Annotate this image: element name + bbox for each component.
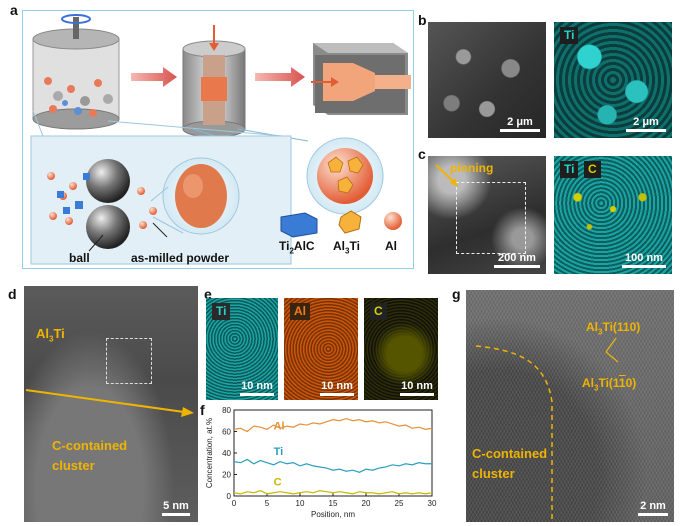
panel-label-f: f <box>200 402 205 418</box>
x-tick-label: 10 <box>296 499 305 508</box>
eds-map-e-c: C 10 nm <box>364 298 438 400</box>
eds-tag-c-e: C <box>370 303 387 320</box>
cluster-label-d-1: C-contained <box>52 438 128 453</box>
al3ti-phase-label: Al3Ti <box>36 326 65 344</box>
y-axis-label: Concentration, at.% <box>205 418 214 488</box>
x-tick-label: 5 <box>265 499 270 508</box>
milling-detail-box <box>30 135 292 265</box>
series-label-ti: Ti <box>274 446 284 458</box>
cluster-label-d-2: cluster <box>52 458 95 473</box>
plane-label-110: Al3Ti(110) <box>586 320 641 337</box>
x-tick-label: 20 <box>362 499 371 508</box>
sem-image-c: pinning 200 nm <box>428 156 546 274</box>
x-tick-label: 30 <box>428 499 437 508</box>
pinning-arrow <box>435 164 458 187</box>
scale-bar-b-left: 2 μm <box>500 116 540 132</box>
panel-label-g: g <box>452 286 461 302</box>
concentration-profile-chart: 0 5 10 15 20 25 30 0 20 40 60 80 Position, nm Concent… <box>205 406 437 519</box>
panel-label-a: a <box>10 2 18 18</box>
scale-bar-e-1: 10 nm <box>240 380 274 396</box>
hrtem-image-d: Al3Ti C-contained cluster 5 nm <box>24 286 198 522</box>
legend-al3ti: Al3Ti <box>333 239 360 256</box>
profile-direction-arrow <box>25 389 194 417</box>
ball-mill-jar <box>32 14 120 130</box>
schematic-illustration <box>30 14 411 265</box>
series-line-c <box>233 489 433 495</box>
extrusion-die <box>311 43 411 115</box>
legend-icons <box>280 210 402 238</box>
y-tick-label: 20 <box>222 471 231 480</box>
scale-bar-e-3: 10 nm <box>400 380 434 396</box>
x-axis-label: Position, nm <box>311 510 355 519</box>
ball-label: ball <box>69 251 90 265</box>
hrtem-image-g: Al3Ti(110) Al3Ti(110) C-contained cluste… <box>466 290 674 522</box>
eds-tag-ti-b: Ti <box>560 27 579 44</box>
scale-bar-g: 2 nm <box>638 500 668 516</box>
pinning-label: pinning <box>450 161 494 175</box>
cluster-label-g-2: cluster <box>472 466 515 481</box>
plane-label-1bar10: Al3Ti(110) <box>582 376 637 393</box>
scale-bar-d: 5 nm <box>162 500 190 516</box>
cluster-label-g-1: C-contained <box>472 446 548 461</box>
eds-tag-al-e: Al <box>290 303 310 320</box>
eds-tag-ti-c: Ti <box>560 161 579 178</box>
scale-bar-c-left: 200 nm <box>494 252 540 268</box>
y-tick-label: 0 <box>227 492 232 501</box>
scale-bar-e-2: 10 nm <box>320 380 354 396</box>
series-label-c: C <box>274 476 282 488</box>
eds-map-c-ti-c: Ti C 100 nm <box>554 156 672 274</box>
scale-bar-c-right: 100 nm <box>622 252 666 268</box>
eds-tag-c-c: C <box>584 161 601 178</box>
x-tick-label: 25 <box>395 499 404 508</box>
as-milled-powder-label: as-milled powder <box>131 251 230 265</box>
press-device <box>182 25 246 138</box>
panel-label-d: d <box>8 286 17 302</box>
panel-label-c: c <box>418 146 426 162</box>
x-tick-label: 0 <box>232 499 237 508</box>
sem-image-b: 2 μm <box>428 22 546 138</box>
series-line-al <box>233 417 433 433</box>
plot-area <box>233 409 433 497</box>
legend-al: Al <box>385 239 397 253</box>
scale-bar-b-right: 2 μm <box>626 116 666 132</box>
series-line-ti <box>233 458 432 473</box>
y-tick-label: 40 <box>222 449 231 458</box>
eds-map-e-al: Al 10 nm <box>284 298 358 400</box>
y-tick-label: 80 <box>222 406 231 415</box>
eds-map-b-ti: Ti 2 μm <box>554 22 672 138</box>
zoom-region-box <box>456 182 526 254</box>
x-tick-label: 15 <box>329 499 338 508</box>
panel-label-b: b <box>418 12 427 28</box>
legend-ti2alc: Ti2AlC <box>279 239 315 256</box>
series-label-al: Al <box>274 420 285 432</box>
magnified-region-box <box>106 338 152 384</box>
eds-tag-ti-e: Ti <box>212 303 231 320</box>
y-tick-label: 60 <box>222 428 231 437</box>
panel-label-e: e <box>204 286 212 302</box>
eds-map-e-ti: Ti 10 nm <box>206 298 278 400</box>
schematic-frame: ball as-milled powder Ti2AlC Al3Ti Al <box>22 10 414 269</box>
interface-boundary <box>475 337 619 522</box>
